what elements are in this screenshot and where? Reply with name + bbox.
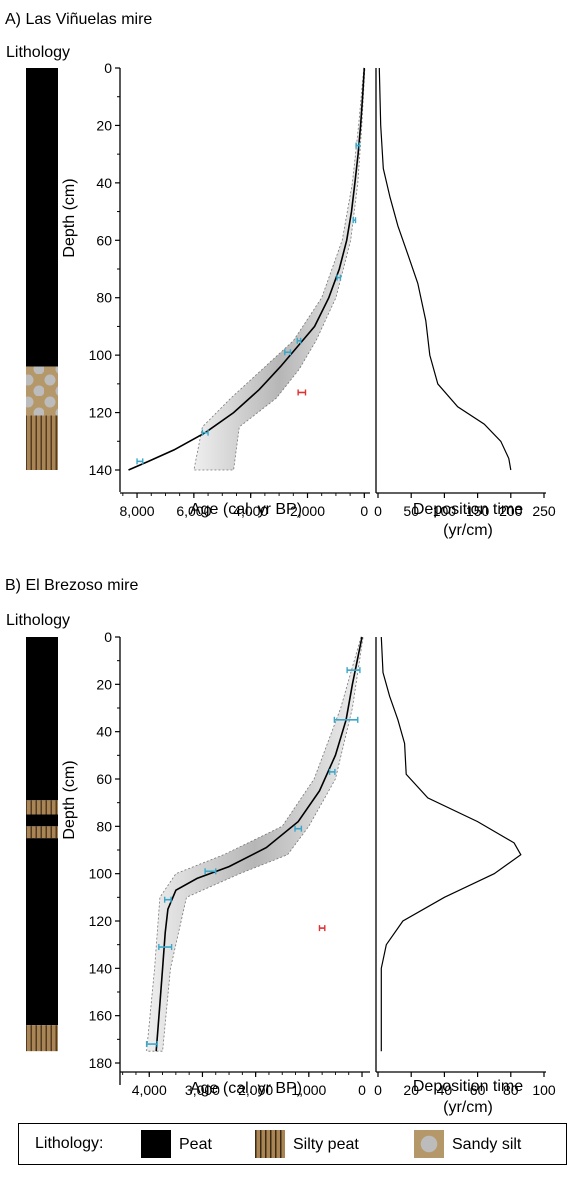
panel-title: A) Las Viñuelas mire <box>5 11 152 28</box>
deposition-tick-label: 100 <box>532 1082 556 1098</box>
deposition-axis-title: Deposition time <box>413 501 523 518</box>
lithology-column <box>26 637 58 1051</box>
depth-tick-label: 100 <box>89 347 113 363</box>
legend-swatch-sandy-silt <box>414 1130 444 1158</box>
lithology-unit-peat <box>26 637 58 800</box>
deposition-curve <box>379 68 511 470</box>
depth-tick-label: 60 <box>96 232 112 248</box>
lithology-legend: Lithology: Peat Silty peat Sandy silt <box>18 1123 567 1165</box>
lithology-unit-silty-peat <box>26 800 58 814</box>
depth-tick-label: 20 <box>96 117 112 133</box>
depth-tick-label: 120 <box>89 913 113 929</box>
age-depth-plot: 0204060801001201401601804,000 3,000 2,000 1… <box>61 629 370 1098</box>
depth-tick-label: 180 <box>89 1055 113 1071</box>
depth-tick-label: 140 <box>89 462 113 478</box>
age-axis-title: Age (cal. yr BP) <box>190 501 302 518</box>
depth-tick-label: 120 <box>89 405 113 421</box>
panel-title: B) El Brezoso mire <box>5 577 138 594</box>
legend-label-sandy-silt: Sandy silt <box>452 1136 521 1154</box>
lithology-unit-silty-peat <box>26 415 58 470</box>
legend-title: Lithology: <box>35 1135 104 1153</box>
depth-tick-label: 100 <box>89 866 113 882</box>
depth-tick-label: 40 <box>96 175 112 191</box>
uncertainty-band <box>147 637 364 1051</box>
age-tick-label: 8,000 <box>120 503 155 519</box>
deposition-curve <box>381 637 521 1051</box>
deposition-time-plot: 0 50 100 150 200 250 Deposition time (yr/cm) <box>374 68 556 539</box>
lithology-unit-peat <box>26 838 58 1025</box>
age-axis-title: Age (cal. yr BP) <box>190 1080 302 1097</box>
deposition-axis-unit: (yr/cm) <box>443 522 493 539</box>
lithology-unit-sandy-silt <box>26 367 58 416</box>
deposition-tick-label: 0 <box>374 503 382 519</box>
depth-axis-title: Depth (cm) <box>61 760 78 839</box>
age-tick-label: 0 <box>358 1082 366 1098</box>
deposition-tick-label: 250 <box>532 503 556 519</box>
lithology-unit-silty-peat <box>26 1025 58 1051</box>
lithology-label: Lithology <box>6 44 70 61</box>
uncertainty-envelope <box>147 637 364 1051</box>
depth-tick-label: 40 <box>96 724 112 740</box>
depth-tick-label: 0 <box>104 629 112 645</box>
depth-tick-label: 80 <box>96 290 112 306</box>
panel-las-vinuelas: A) Las Viñuelas mire Lithology 0 20 40 60 80… <box>5 11 556 539</box>
depth-tick-label: 80 <box>96 818 112 834</box>
depth-tick-label: 60 <box>96 771 112 787</box>
legend-swatch-silty-peat <box>255 1130 285 1158</box>
deposition-tick-label: 0 <box>374 1082 382 1098</box>
lithology-label: Lithology <box>6 612 70 629</box>
lithology-column <box>26 68 58 470</box>
panel-el-brezoso: B) El Brezoso mire Lithology 0 20 40 60 80 10… <box>5 577 556 1116</box>
legend-swatch-peat <box>141 1130 171 1158</box>
depth-tick-label: 20 <box>96 676 112 692</box>
age-depth-plot: 0 20 40 60 80 100 120 140 8,000 6,000 4,000 2,000 0 … <box>61 60 370 519</box>
deposition-axes: 0 20 40 60 80 100 <box>374 637 556 1098</box>
deposition-axis-title: Deposition time <box>413 1078 523 1095</box>
deposition-axes: 0 50 100 150 200 250 <box>374 68 556 519</box>
age-tick-label: 4,000 <box>132 1082 167 1098</box>
age-tick-label: 0 <box>360 503 368 519</box>
depth-tick-label: 0 <box>104 60 112 76</box>
outlier-date <box>319 925 324 931</box>
lithology-unit-silty-peat <box>26 826 58 838</box>
deposition-axis-unit: (yr/cm) <box>443 1099 493 1116</box>
legend-label-silty-peat: Silty peat <box>293 1136 359 1154</box>
depth-tick-label: 160 <box>89 1008 113 1024</box>
lithology-unit-peat <box>26 815 58 827</box>
depth-axis-title: Depth (cm) <box>61 178 78 257</box>
legend-label-peat: Peat <box>179 1136 212 1154</box>
outlier-date <box>298 389 305 395</box>
lithology-unit-peat <box>26 68 58 367</box>
radiocarbon-date <box>353 217 355 223</box>
depth-tick-label: 140 <box>89 960 113 976</box>
deposition-time-plot: 0 20 40 60 80 100 Deposition time (yr/cm) <box>374 637 556 1116</box>
